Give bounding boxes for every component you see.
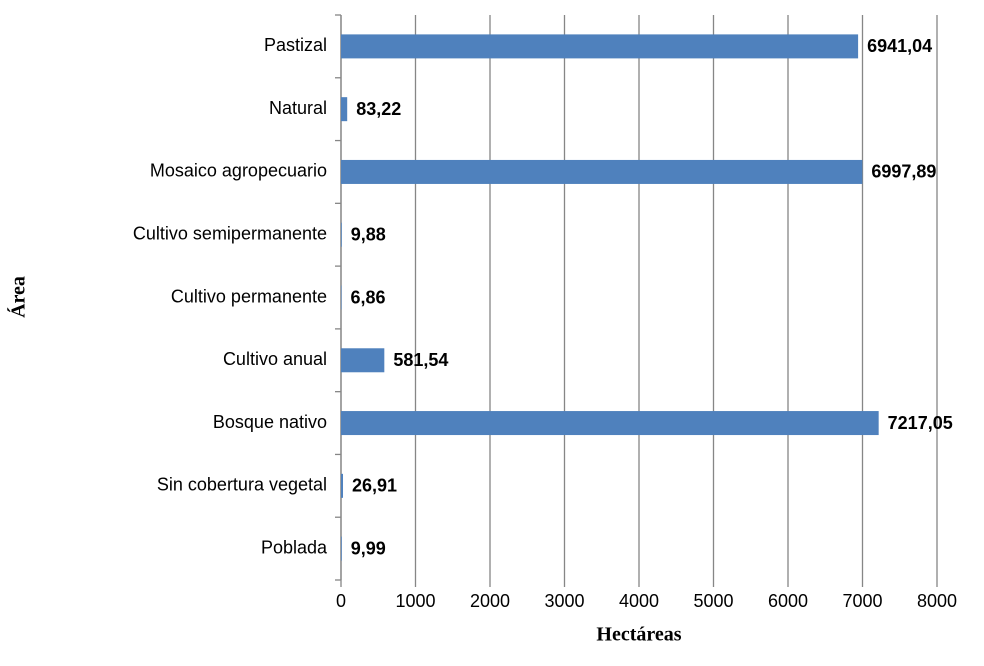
y-tick-label: Poblada <box>261 537 328 557</box>
x-tick-label: 3000 <box>544 591 584 611</box>
y-tick-label: Pastizal <box>264 35 327 55</box>
bar <box>341 285 342 310</box>
value-label: 6941,04 <box>867 36 932 56</box>
value-label: 26,91 <box>352 476 397 496</box>
bar <box>341 34 859 59</box>
bar <box>341 473 344 498</box>
x-tick-label: 7000 <box>842 591 882 611</box>
x-tick-label: 2000 <box>470 591 510 611</box>
x-tick-label: 4000 <box>619 591 659 611</box>
value-label: 83,22 <box>356 99 401 119</box>
value-label: 9,88 <box>351 224 386 244</box>
value-label: 6,86 <box>351 287 386 307</box>
x-tick-label: 8000 <box>917 591 957 611</box>
y-tick-label: Bosque nativo <box>213 412 327 432</box>
x-tick-label: 5000 <box>693 591 733 611</box>
bar <box>341 348 385 373</box>
y-tick-label: Sin cobertura vegetal <box>157 475 327 495</box>
x-tick-label: 0 <box>336 591 346 611</box>
x-tick-label: 6000 <box>768 591 808 611</box>
y-tick-label: Natural <box>269 98 327 118</box>
y-tick-label: Mosaico agropecuario <box>150 161 327 181</box>
value-label: 581,54 <box>393 350 448 370</box>
y-tick-label: Cultivo semipermanente <box>133 223 327 243</box>
value-label: 6997,89 <box>871 162 936 182</box>
x-axis-title: Hectáreas <box>596 624 681 646</box>
y-tick-label: Cultivo anual <box>223 349 327 369</box>
bar <box>341 159 863 184</box>
x-tick-label: 1000 <box>395 591 435 611</box>
bar <box>341 222 342 247</box>
bar <box>341 97 348 122</box>
value-label: 9,99 <box>351 538 386 558</box>
y-axis-title: Área <box>7 276 30 318</box>
y-tick-label: Cultivo permanente <box>171 286 327 306</box>
value-label: 7217,05 <box>888 413 953 433</box>
bar <box>341 536 342 561</box>
bar <box>341 411 879 436</box>
